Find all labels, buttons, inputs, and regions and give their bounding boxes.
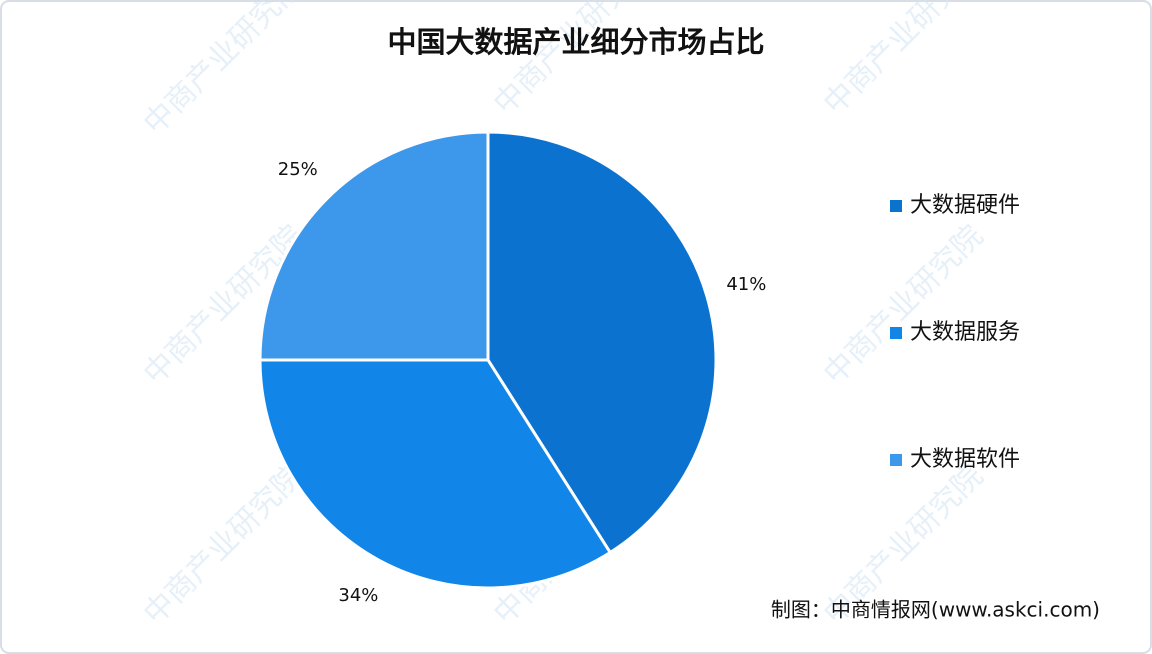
legend-swatch xyxy=(890,454,902,466)
value-label: 41% xyxy=(726,274,766,295)
legend-label: 大数据服务 xyxy=(910,320,1020,345)
chart-title: 中国大数据产业细分市场占比 xyxy=(387,25,764,59)
legend-label: 大数据硬件 xyxy=(910,193,1020,218)
legend-label: 大数据软件 xyxy=(910,447,1020,472)
value-label: 34% xyxy=(338,585,378,606)
pie-slice xyxy=(258,130,490,362)
pie-slice xyxy=(258,358,613,590)
value-label: 25% xyxy=(278,159,318,180)
legend-swatch xyxy=(890,327,902,339)
source-note: 制图：中商情报网(www.askci.com) xyxy=(771,598,1100,622)
legend-swatch xyxy=(890,200,902,212)
